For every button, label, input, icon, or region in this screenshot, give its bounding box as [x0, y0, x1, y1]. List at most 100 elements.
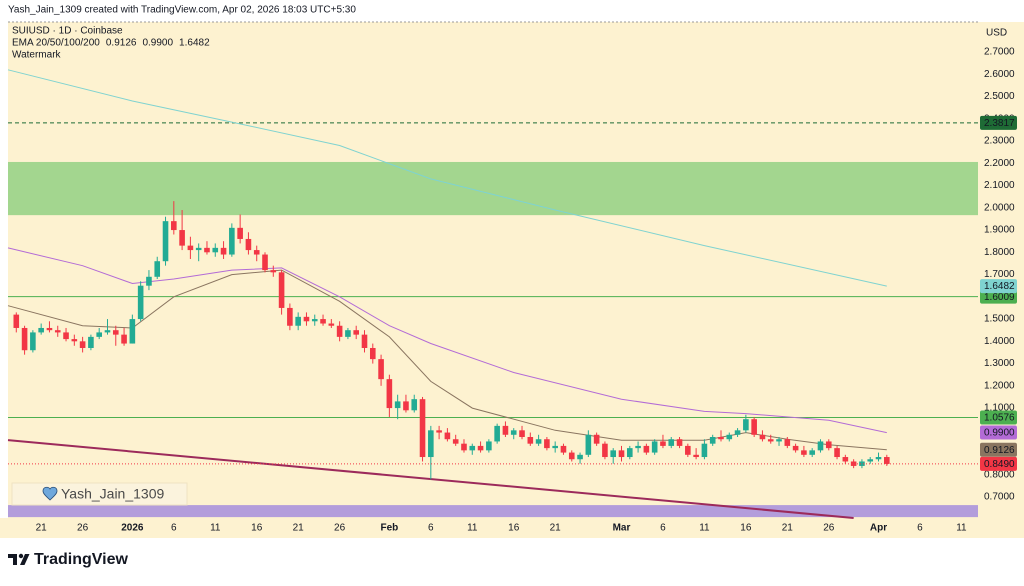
candle-body [121, 334, 127, 344]
y-tick-label: 2.5000 [984, 91, 1015, 102]
candle-body [817, 441, 824, 451]
candle-body [38, 327, 44, 333]
candle-body [709, 437, 716, 444]
candle-body [411, 399, 418, 411]
candle-body [96, 332, 102, 337]
price-label-box [980, 410, 1017, 425]
watermark-label: Watermark [12, 50, 62, 61]
x-tick-label: 11 [210, 523, 221, 534]
candle-body [195, 247, 202, 251]
x-tick-label: 2026 [121, 523, 144, 534]
logo-mark [8, 554, 17, 565]
candle-body [229, 227, 235, 255]
candle-body [884, 457, 890, 464]
candle-body [295, 316, 301, 326]
candle-body [486, 441, 492, 451]
candle-body [859, 461, 865, 466]
candle-body [461, 443, 467, 451]
candle-body [825, 441, 832, 449]
candle-body [21, 327, 28, 351]
support-zone [8, 161, 978, 216]
candle-body [328, 323, 335, 326]
candle-body [693, 454, 699, 458]
candle-body [527, 437, 534, 444]
candle-body [30, 332, 36, 351]
candle-body [618, 450, 625, 458]
candle-body [204, 247, 210, 253]
candle-body [701, 443, 708, 458]
candle-body [428, 430, 434, 458]
candle-body [171, 221, 177, 231]
brand-logo [8, 553, 30, 565]
candle-body [668, 439, 675, 446]
x-tick-label: Mar [613, 523, 631, 534]
y-tick-label: 0.8000 [984, 469, 1015, 480]
candle-body [751, 419, 757, 435]
candle-body [386, 379, 393, 409]
candle-body [345, 330, 351, 337]
candle-body [809, 450, 815, 455]
candle-body [303, 316, 310, 322]
price-label: 1.6482 [984, 281, 1015, 292]
price-label: 0.9126 [984, 445, 1015, 456]
candle-body [660, 441, 666, 446]
candle-body [568, 452, 575, 460]
candle-body [726, 434, 733, 440]
price-label-box [980, 425, 1017, 440]
candle-body [784, 439, 791, 446]
ema-line [7, 69, 887, 287]
ema-value: 0.9126 [106, 38, 137, 49]
currency: USD [986, 28, 1007, 39]
candle-body [353, 330, 360, 335]
candle-body [112, 330, 119, 335]
y-tick-label: 1.7000 [984, 269, 1015, 280]
watermark: Yash_Jain_1309 [61, 486, 164, 502]
y-tick-label: 1.1000 [984, 403, 1015, 414]
candle-body [179, 230, 185, 246]
x-tick-label: 6 [917, 523, 923, 534]
price-label-box [980, 289, 1017, 304]
candle-body [71, 339, 78, 342]
candle-body [676, 439, 683, 446]
candle-body [212, 247, 219, 253]
candle-body [162, 221, 169, 262]
candle-body [743, 419, 749, 431]
candle-body [577, 454, 583, 460]
candle-body [369, 347, 376, 360]
candle-body [46, 327, 53, 331]
candle-body [834, 448, 840, 458]
candle-body [552, 445, 558, 449]
x-tick-label: 16 [251, 523, 263, 534]
candle-body [336, 325, 343, 337]
x-tick-label: 6 [428, 523, 434, 534]
price-label-box [980, 456, 1017, 471]
price-label: 1.0576 [984, 413, 1015, 424]
candle-body [801, 450, 807, 455]
candle-body [585, 434, 592, 455]
y-tick-label: 2.0000 [984, 202, 1015, 213]
candle-body [278, 272, 285, 308]
y-tick-label: 1.4000 [984, 336, 1015, 347]
candle-body [270, 270, 277, 273]
candle-body [378, 359, 384, 380]
x-tick-label: 21 [782, 523, 794, 534]
candle-body [602, 443, 608, 458]
y-tick-label: 2.3000 [984, 136, 1015, 147]
candle-body [88, 336, 94, 348]
candle-body [734, 430, 741, 435]
candle-body [361, 334, 368, 348]
price-label-box [980, 442, 1017, 457]
candle-body [245, 238, 252, 251]
candle-layer [8, 201, 978, 480]
y-tick-label: 1.2000 [984, 380, 1015, 391]
candle-body [718, 437, 724, 440]
candle-body [320, 319, 326, 324]
candle-body [129, 319, 136, 344]
candle-body [237, 227, 243, 239]
x-tick-label: 21 [36, 523, 48, 534]
candle-body [610, 450, 617, 458]
background-layer [7, 122, 978, 519]
y-tick-label: 1.5000 [984, 314, 1015, 325]
y-tick-label: 2.7000 [984, 47, 1015, 58]
